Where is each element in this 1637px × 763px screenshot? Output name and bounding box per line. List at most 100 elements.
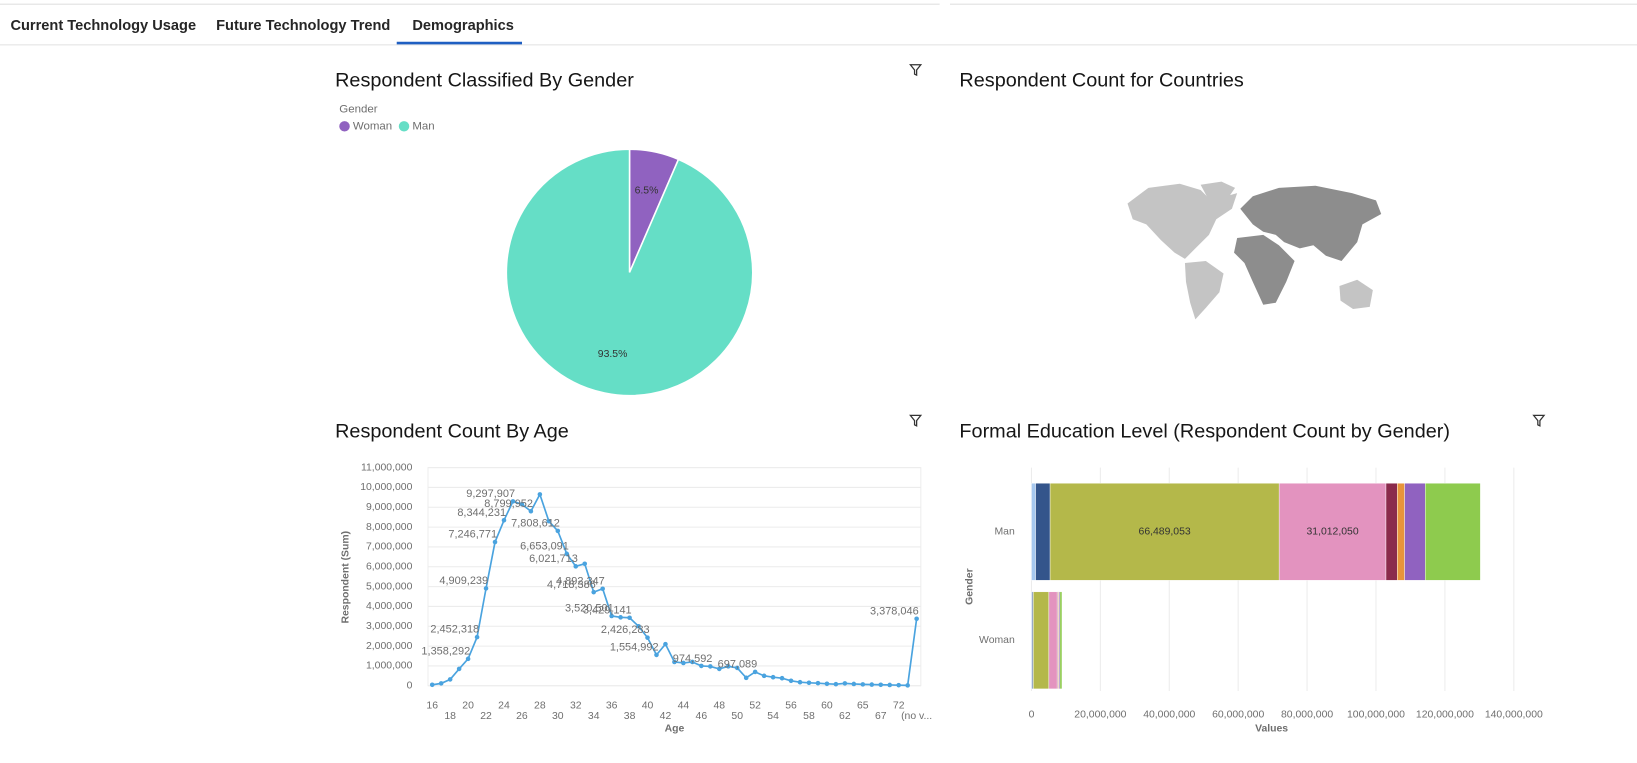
x-tick-label: 54 xyxy=(767,711,779,722)
data-point xyxy=(465,656,471,662)
x-tick-label: 40 xyxy=(642,700,654,711)
data-point xyxy=(474,634,480,640)
y-tick-label: 6,000,000 xyxy=(366,562,413,573)
data-point xyxy=(914,616,919,622)
bar-segment xyxy=(1278,483,1387,581)
y-tick-label: 4,000,000 xyxy=(366,601,413,612)
x-tick-label: 72 xyxy=(893,700,905,711)
data-label: 3,429,141 xyxy=(583,604,632,616)
x-tick-label: 46 xyxy=(696,711,708,722)
bar-segment xyxy=(1035,483,1051,581)
filter-icon[interactable] xyxy=(909,64,923,77)
x-tick-label: 20,000,000 xyxy=(1074,710,1126,721)
data-point xyxy=(842,681,848,686)
data-label: 8,799,952 xyxy=(484,498,533,510)
data-point xyxy=(896,682,901,688)
x-tick-label: 60 xyxy=(821,700,833,711)
data-point xyxy=(618,615,623,620)
y-tick-label: Man xyxy=(994,527,1014,538)
bar-segment xyxy=(1397,483,1405,581)
data-label: 9,297,907 xyxy=(466,488,515,500)
data-point xyxy=(672,659,677,665)
y-tick-label: 11,000,000 xyxy=(361,462,413,473)
data-point xyxy=(716,666,722,672)
x-tick-label: 80,000,000 xyxy=(1281,710,1333,721)
data-point xyxy=(699,663,704,669)
data-point xyxy=(797,679,803,685)
data-point xyxy=(492,539,498,545)
x-tick-label: 44 xyxy=(678,700,690,711)
x-tick-label: 34 xyxy=(588,711,600,722)
data-point xyxy=(663,641,668,647)
data-label: 3,378,046 xyxy=(870,605,919,617)
data-point xyxy=(582,561,588,567)
tab[interactable]: Future Technology Trend xyxy=(216,18,390,34)
data-point xyxy=(708,664,713,669)
x-tick-label: 16 xyxy=(426,700,438,711)
y-tick-label: 0 xyxy=(407,681,413,692)
tab[interactable]: Current Technology Usage xyxy=(10,18,196,34)
x-tick-label: 52 xyxy=(749,700,761,711)
data-point xyxy=(546,518,552,524)
x-tick-label: 30 xyxy=(552,711,564,722)
data-point xyxy=(690,659,695,665)
x-axis-label: Values xyxy=(1255,723,1288,734)
filter-icon[interactable] xyxy=(909,414,923,427)
data-point xyxy=(806,680,812,686)
data-point xyxy=(788,678,794,684)
data-label: 7,246,771 xyxy=(448,529,497,541)
data-label: 31,012,050 xyxy=(1306,527,1358,538)
chart-title: Respondent Classified By Gender xyxy=(335,70,634,92)
x-axis-label: Age xyxy=(665,723,685,734)
data-point xyxy=(483,586,489,591)
data-point xyxy=(555,528,561,534)
slice-label: 6.5% xyxy=(635,185,659,196)
y-tick-label: 8,000,000 xyxy=(366,522,413,533)
data-point xyxy=(869,682,875,687)
data-point xyxy=(519,502,525,507)
data-point xyxy=(654,652,659,658)
data-point xyxy=(878,682,884,688)
chart-title: Respondent Count for Countries xyxy=(959,70,1243,92)
x-tick-label: 38 xyxy=(624,711,636,722)
data-label: 66,489,053 xyxy=(1139,527,1191,538)
data-label: 697,089 xyxy=(718,659,758,671)
data-label: 1,358,292 xyxy=(421,645,470,657)
data-point xyxy=(447,677,453,682)
data-point xyxy=(851,681,857,687)
tab[interactable]: Demographics xyxy=(412,18,513,34)
y-tick-label: 7,000,000 xyxy=(366,542,413,553)
data-label: 7,808,612 xyxy=(511,517,560,529)
legend-label: Man xyxy=(412,120,434,132)
data-label: 4,892,347 xyxy=(556,575,605,587)
data-point xyxy=(743,675,749,681)
data-label: 974,592 xyxy=(673,653,713,665)
x-tick-label: 20 xyxy=(462,700,474,711)
chart-title: Formal Education Level (Respondent Count… xyxy=(959,420,1450,442)
data-point xyxy=(600,586,605,592)
world-map xyxy=(1127,181,1382,320)
y-tick-label: 9,000,000 xyxy=(366,502,413,513)
x-tick-label: 100,000,000 xyxy=(1347,710,1405,721)
data-point xyxy=(761,673,767,679)
bar-segment xyxy=(1033,591,1050,690)
data-point xyxy=(510,499,516,504)
x-tick-label: (no v... xyxy=(901,711,932,722)
x-tick-label: 26 xyxy=(516,711,528,722)
bar-segment xyxy=(1049,483,1280,581)
data-point xyxy=(537,492,543,497)
x-tick-label: 0 xyxy=(1029,710,1035,721)
chart-title: Respondent Count By Age xyxy=(335,420,569,442)
x-tick-label: 62 xyxy=(839,711,851,722)
data-point xyxy=(645,635,650,640)
legend-title: Gender xyxy=(339,104,377,116)
legend-label: Woman xyxy=(353,120,392,132)
data-point xyxy=(573,564,579,569)
x-tick-label: 50 xyxy=(731,711,743,722)
slice-label: 93.5% xyxy=(598,349,628,360)
data-point xyxy=(564,551,570,557)
data-label: 4,718,386 xyxy=(547,579,596,591)
y-tick-label: 2,000,000 xyxy=(366,641,413,652)
bar-segment xyxy=(1048,591,1058,690)
filter-icon[interactable] xyxy=(1532,414,1546,427)
